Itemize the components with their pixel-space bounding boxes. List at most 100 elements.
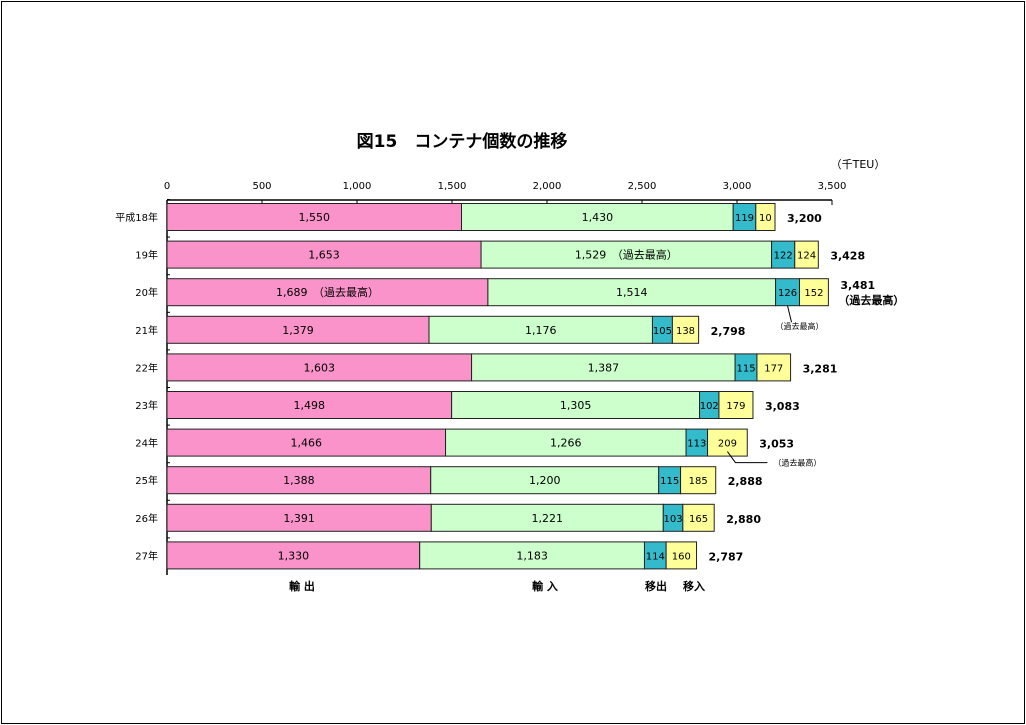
bar-segment xyxy=(430,466,660,495)
data-label: 1,221 xyxy=(532,512,564,525)
callout-line xyxy=(787,305,793,323)
data-label: 115 xyxy=(736,363,755,374)
data-label: 126 xyxy=(778,288,797,299)
bar-segment xyxy=(718,391,754,419)
x-tick-label: 3,000 xyxy=(723,181,752,192)
total-label: 2,798 xyxy=(711,325,746,338)
data-label: 1,388 xyxy=(283,474,315,487)
bar-segment xyxy=(166,240,482,269)
category-label: 21年 xyxy=(135,324,158,337)
total-record-note: （過去最高） xyxy=(838,293,904,307)
total-label: 3,053 xyxy=(759,438,794,451)
bar-segment xyxy=(419,541,645,570)
data-label: 1,379 xyxy=(282,324,314,337)
x-tick-label: 500 xyxy=(252,181,271,192)
category-label: 27年 xyxy=(135,549,158,562)
category-label: 26年 xyxy=(135,512,158,525)
category-label: 22年 xyxy=(135,361,158,374)
bar-segment xyxy=(428,315,653,344)
bar-segment xyxy=(451,391,701,419)
bar-segment xyxy=(799,278,829,307)
category-label: 平成18年 xyxy=(115,211,158,224)
data-label: 119 xyxy=(735,213,754,224)
data-label: 113 xyxy=(687,439,706,450)
bar-segment xyxy=(680,466,717,495)
legend-export: 輸 出 xyxy=(289,579,315,593)
total-label: 2,787 xyxy=(709,550,744,563)
data-label: 1,514 xyxy=(616,286,648,299)
bar-segment xyxy=(166,203,462,231)
x-tick-label: 3,500 xyxy=(818,181,847,192)
bar-segment xyxy=(756,353,792,382)
data-label: 1,466 xyxy=(291,437,323,450)
bar-segment xyxy=(166,428,447,457)
x-tick-label: 0 xyxy=(164,181,170,192)
total-label: 3,481 xyxy=(840,279,875,292)
bar-segment xyxy=(665,541,698,570)
data-label: 177 xyxy=(764,363,783,374)
bar-segment xyxy=(794,240,819,269)
category-label: 24年 xyxy=(135,437,158,450)
bar-segment xyxy=(471,353,736,382)
total-label: 2,888 xyxy=(728,475,763,488)
legend-inbound: 移入 xyxy=(683,579,705,593)
callout-note: （過去最高） xyxy=(773,458,821,468)
data-label: 1,689 （過去最高） xyxy=(276,285,379,299)
bar-segment xyxy=(682,503,715,532)
data-label: 1,529 （過去最高） xyxy=(575,248,678,262)
data-label: 102 xyxy=(700,401,719,412)
category-label: 20年 xyxy=(135,286,158,299)
chart-title: 図15 コンテナ個数の推移 xyxy=(357,131,568,152)
x-tick-label: 2,500 xyxy=(628,181,657,192)
data-label: 1,550 xyxy=(299,211,331,224)
bar-segment xyxy=(166,541,421,570)
data-label: 1,305 xyxy=(560,399,592,412)
bar-segment xyxy=(166,353,473,382)
bar-segment xyxy=(480,240,773,269)
data-label: 1,498 xyxy=(294,399,326,412)
data-label: 160 xyxy=(672,551,691,562)
bar-segment xyxy=(755,203,776,231)
x-tick-label: 2,000 xyxy=(533,181,562,192)
data-label: 1,266 xyxy=(550,437,582,450)
data-label: 1,330 xyxy=(278,549,310,562)
bar-segment xyxy=(166,466,432,495)
legend-outbound: 移出 xyxy=(645,579,667,593)
data-label: 138 xyxy=(676,326,695,337)
data-label: 1,200 xyxy=(529,474,561,487)
unit-label: （千TEU） xyxy=(831,158,886,171)
bar-segment xyxy=(707,428,748,457)
bar-segment xyxy=(671,315,700,344)
data-label: 1,653 xyxy=(308,249,340,262)
category-label: 23年 xyxy=(135,399,158,412)
data-label: 1,183 xyxy=(516,549,548,562)
x-tick-label: 1,000 xyxy=(343,181,372,192)
category-label: 19年 xyxy=(135,249,158,262)
data-label: 1,391 xyxy=(283,512,315,525)
data-label: 152 xyxy=(804,288,823,299)
data-label: 114 xyxy=(646,551,665,562)
total-label: 3,281 xyxy=(803,362,838,375)
bar-segment xyxy=(487,278,777,307)
data-label: 122 xyxy=(774,251,793,262)
callout-note: （過去最高） xyxy=(776,321,824,331)
data-label: 1,387 xyxy=(588,361,620,374)
total-label: 3,200 xyxy=(787,212,822,225)
data-label: 10 xyxy=(759,213,772,224)
data-label: 115 xyxy=(660,476,679,487)
data-label: 165 xyxy=(689,514,708,525)
category-label: 25年 xyxy=(135,474,158,487)
bar-segment xyxy=(166,503,432,532)
data-label: 103 xyxy=(664,514,683,525)
legend-import: 輸 入 xyxy=(532,579,558,593)
data-label: 1,430 xyxy=(582,211,614,224)
bar-segment xyxy=(166,278,489,307)
total-label: 3,428 xyxy=(830,250,865,263)
data-label: 179 xyxy=(726,401,745,412)
data-label: 209 xyxy=(718,439,737,450)
callout-line xyxy=(727,451,768,464)
data-label: 1,176 xyxy=(525,324,557,337)
data-label: 124 xyxy=(797,251,816,262)
